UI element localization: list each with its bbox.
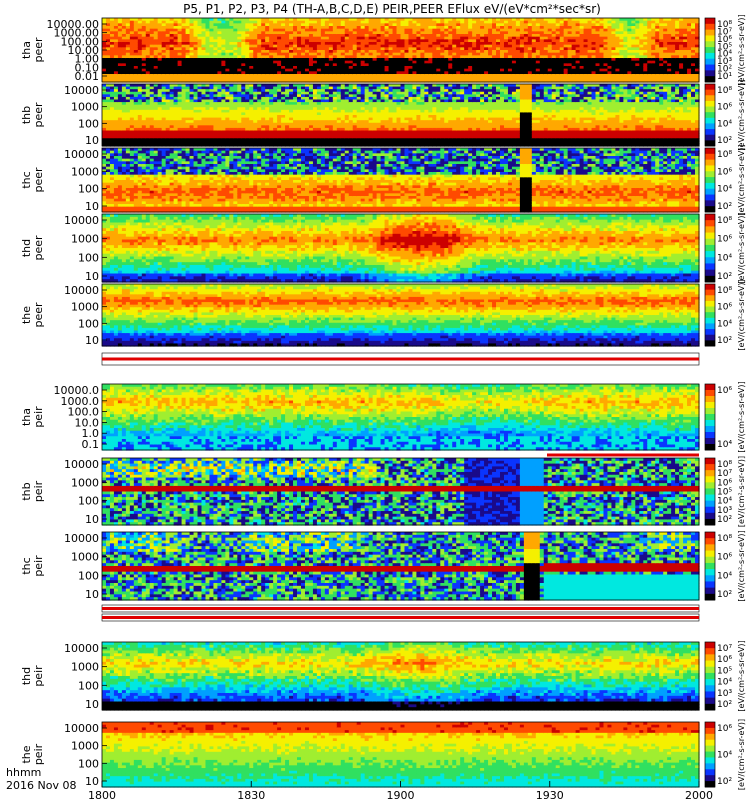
separator-band (102, 353, 699, 365)
separator-band (102, 614, 699, 621)
spectrogram-figure: P5, P1, P2, P3, P4 (TH-A,B,C,D,E) PEIR,P… (0, 0, 750, 800)
separator-band (102, 605, 699, 612)
chart-title: P5, P1, P2, P3, P4 (TH-A,B,C,D,E) PEIR,P… (183, 2, 601, 16)
spectrogram-panel-tha-peer: 10000.001000.00100.0010.001.000.100.01th… (20, 14, 746, 85)
